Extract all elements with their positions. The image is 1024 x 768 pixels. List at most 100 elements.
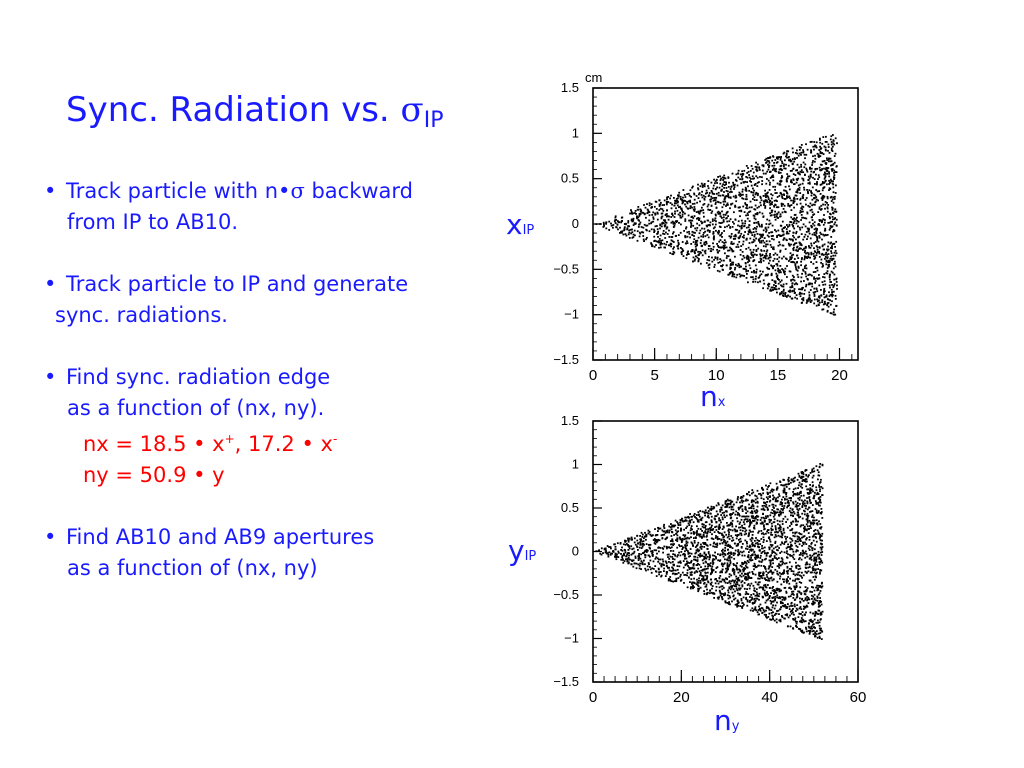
plot-2: 1.510.50−0.5−1−1.50 20 40 60 [553, 413, 866, 706]
data-point [628, 225, 631, 228]
data-point [658, 527, 660, 530]
data-point [807, 191, 809, 193]
data-point [749, 170, 752, 172]
data-point [737, 496, 739, 498]
data-point [800, 494, 803, 497]
data-point [792, 244, 795, 246]
data-point [797, 574, 799, 576]
data-point [834, 208, 837, 211]
data-point [632, 219, 634, 221]
data-point [786, 276, 788, 278]
data-point [652, 211, 655, 214]
data-point [742, 240, 745, 243]
data-point [783, 551, 786, 554]
data-point [706, 516, 709, 518]
data-point [764, 583, 767, 586]
data-point [817, 587, 819, 590]
data-point [815, 558, 818, 561]
data-point [786, 565, 789, 568]
data-point [665, 202, 668, 205]
data-point [765, 273, 767, 276]
data-point [821, 181, 824, 183]
data-point [607, 555, 610, 558]
data-point [738, 241, 741, 243]
data-point [603, 225, 605, 227]
data-point [747, 261, 749, 264]
data-point [815, 556, 818, 559]
data-point [698, 212, 701, 215]
data-point [670, 245, 672, 248]
data-point [822, 153, 825, 155]
data-point [805, 485, 808, 488]
data-point [730, 508, 733, 511]
data-point [744, 222, 746, 225]
data-point [727, 273, 730, 276]
data-point [813, 519, 816, 522]
data-point [659, 227, 661, 230]
data-point [812, 565, 815, 568]
data-point [811, 186, 814, 189]
data-point [762, 165, 765, 168]
data-point [676, 565, 679, 567]
data-point [760, 204, 762, 207]
data-point [764, 172, 767, 175]
data-point [669, 576, 672, 578]
data-point [769, 202, 772, 205]
data-point [789, 614, 791, 617]
data-point [732, 508, 735, 511]
data-point [814, 281, 816, 284]
data-point [815, 493, 818, 496]
bullet-continuation: as a function of (nx, ny). [67, 396, 325, 420]
data-point [740, 182, 743, 185]
data-point [765, 496, 768, 499]
data-point [830, 281, 832, 283]
data-point [711, 191, 714, 194]
data-point [695, 240, 697, 242]
data-point [719, 510, 722, 513]
data-point [727, 255, 730, 258]
data-point [696, 560, 699, 563]
data-point [726, 594, 729, 597]
data-point [795, 523, 798, 526]
data-point [681, 519, 684, 522]
data-point [800, 233, 803, 235]
data-point [784, 167, 787, 170]
data-point [832, 257, 835, 260]
data-point [812, 145, 815, 148]
data-point [756, 212, 759, 214]
data-point [803, 535, 806, 537]
data-point [820, 569, 823, 572]
data-point [733, 184, 735, 187]
data-point [787, 499, 790, 502]
data-point [816, 246, 819, 249]
data-point [696, 548, 699, 551]
data-point [765, 599, 768, 602]
data-point [800, 154, 802, 156]
data-point [771, 528, 774, 531]
data-point [726, 202, 729, 205]
data-point [667, 546, 670, 549]
data-point [813, 602, 816, 604]
data-point [762, 259, 765, 262]
data-point [794, 517, 797, 520]
data-point [806, 516, 809, 519]
data-point [781, 541, 783, 544]
data-point [765, 243, 767, 246]
data-point [823, 145, 826, 148]
unit-label: cm [585, 70, 602, 85]
data-point [663, 567, 665, 570]
data-point [754, 183, 757, 185]
data-point [709, 565, 712, 567]
data-point [673, 197, 675, 199]
data-point [782, 230, 785, 233]
data-point [683, 555, 686, 558]
data-point [622, 559, 624, 561]
data-point [759, 197, 762, 199]
data-point [745, 498, 748, 501]
data-point [765, 194, 768, 197]
data-point [758, 169, 761, 171]
data-point [713, 193, 716, 195]
data-point [761, 547, 763, 550]
data-point [779, 293, 781, 296]
data-point [789, 170, 792, 172]
